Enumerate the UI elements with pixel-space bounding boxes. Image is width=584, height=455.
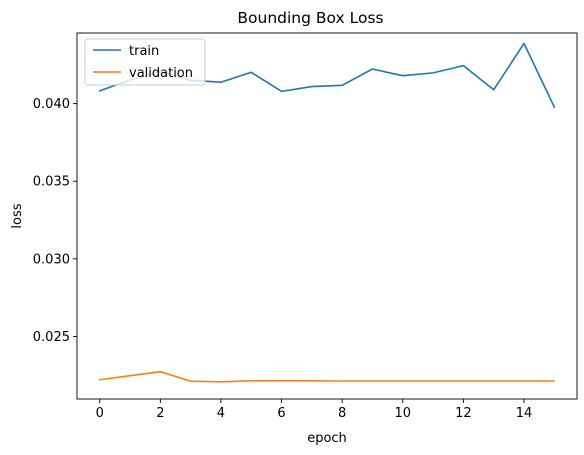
y-axis: 0.025 0.030 0.035 0.040 — [33, 97, 77, 345]
x-tick-label: 14 — [516, 406, 533, 421]
x-tick-label: 10 — [394, 406, 411, 421]
x-tick-label: 2 — [156, 406, 164, 421]
x-tick-label: 0 — [96, 406, 104, 421]
y-tick-label: 0.025 — [33, 330, 70, 345]
legend: train validation — [84, 38, 206, 86]
legend-label-validation: validation — [129, 66, 193, 81]
chart-title: Bounding Box Loss — [237, 9, 383, 27]
series-line-validation — [98, 370, 556, 383]
x-tick-label: 12 — [455, 406, 472, 421]
x-axis-label: epoch — [307, 431, 347, 446]
x-tick-label: 8 — [338, 406, 346, 421]
y-axis-label: loss — [10, 203, 25, 228]
legend-label-train: train — [129, 44, 159, 59]
y-tick-label: 0.040 — [33, 97, 70, 112]
x-tick-label: 4 — [217, 406, 225, 421]
y-tick-label: 0.035 — [33, 175, 70, 190]
x-tick-label: 6 — [277, 406, 285, 421]
plot-area-frame — [76, 32, 578, 400]
y-tick-label: 0.030 — [33, 252, 70, 267]
x-axis: 0 2 4 6 8 10 12 14 — [96, 399, 533, 421]
